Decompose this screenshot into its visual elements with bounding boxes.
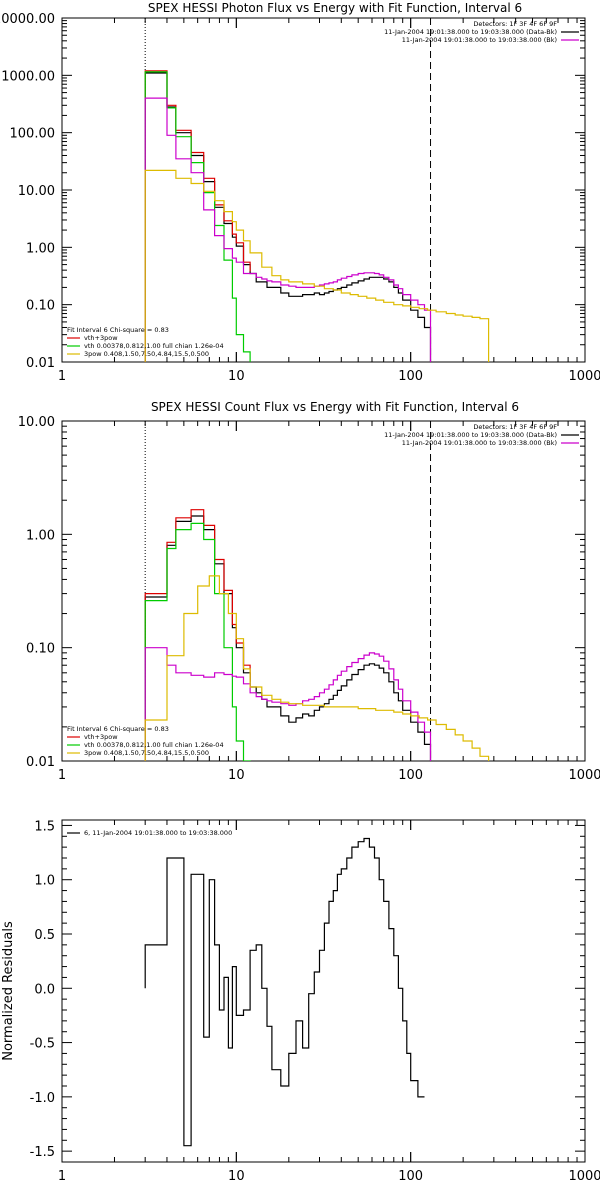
y-tick-label: -1.5 — [30, 1145, 55, 1160]
photon-flux-panel: SPEX HESSI Photon Flux vs Energy with Fi… — [0, 1, 600, 384]
y-tick-label: 10.00 — [18, 415, 55, 430]
y-tick-label: 1000.00 — [1, 69, 55, 84]
y-tick-label: 0.10 — [26, 642, 55, 657]
x-tick-label: 10 — [228, 369, 245, 384]
y-tick-label: 10.00 — [18, 184, 55, 199]
count-flux-panel: SPEX HESSI Count Flux vs Energy with Fit… — [18, 400, 600, 783]
legend-text: 3pow 0.408,1.50,7.50,4.84,15.5,0.500 — [84, 749, 209, 757]
x-tick-label: 1000 — [568, 1169, 600, 1184]
x-tick-label: 100 — [398, 369, 423, 384]
legend-text: Fit Interval 6 Chi-square = 0.83 — [67, 326, 169, 334]
series-line — [144, 647, 432, 761]
legend-text: vth 0.00378,0.812,1.00 full chian 1.26e-… — [84, 342, 224, 350]
legend-text: vth+3pow — [84, 334, 118, 342]
legend-text: vth 0.00378,0.812,1.00 full chian 1.26e-… — [84, 741, 224, 749]
x-tick-label: 1 — [58, 369, 66, 384]
header-text: Detectors: 1F 3F 4F 6F 9F — [473, 423, 557, 431]
header-text: 11-Jan-2004 19:01:38.000 to 19:03:38.000… — [402, 439, 557, 447]
x-tick-label: 10 — [228, 1169, 245, 1184]
series-line — [144, 71, 251, 362]
series-line — [144, 72, 432, 362]
y-tick-label: 1.0 — [34, 874, 55, 889]
series-line — [144, 837, 425, 1147]
x-tick-label: 100 — [398, 768, 423, 783]
y-tick-label: 0.10 — [26, 299, 55, 314]
y-tick-label: -0.5 — [30, 1037, 55, 1052]
plot-frame — [61, 17, 586, 363]
panel-title: SPEX HESSI Photon Flux vs Energy with Fi… — [148, 1, 522, 15]
x-tick-label: 1 — [58, 768, 66, 783]
header-text: 11-Jan-2004 19:01:38.000 to 19:03:38.000… — [384, 431, 557, 439]
series-line — [144, 70, 251, 362]
y-tick-label: 0.01 — [26, 356, 55, 371]
x-tick-label: 1 — [58, 1169, 66, 1184]
y-axis-label: Normalized Residuals — [1, 921, 16, 1061]
y-tick-label: 0.5 — [34, 928, 55, 943]
legend-text: 3pow 0.408,1.50,7.50,4.84,15.5,0.500 — [84, 350, 209, 358]
y-tick-label: 1.00 — [26, 241, 55, 256]
residuals-panel: 1 10 100 1000 -1.5 -1.0 -0.5 0.0 0.5 1.0 1.5 Normal… — [1, 819, 600, 1184]
legend-text: vth+3pow — [84, 733, 118, 741]
y-tick-label: -1.0 — [30, 1091, 55, 1106]
header-text: Detectors: 1F 3F 4F 6F 9F — [473, 20, 557, 28]
x-tick-label: 1000 — [568, 369, 600, 384]
y-tick-label: 100.00 — [10, 127, 56, 142]
x-tick-label: 10 — [228, 768, 245, 783]
y-tick-label: 1.5 — [34, 819, 55, 834]
panel-title: SPEX HESSI Count Flux vs Energy with Fit… — [151, 400, 519, 414]
series-line — [144, 515, 432, 761]
x-tick-label: 100 — [398, 1169, 423, 1184]
series-line — [144, 97, 432, 362]
series-line — [144, 169, 490, 362]
header-text: 11-Jan-2004 19:01:38.000 to 19:03:38.000… — [384, 28, 557, 36]
legend-text: 6, 11-Jan-2004 19:01:38.000 to 19:03:38.… — [84, 829, 232, 837]
series-line — [144, 575, 490, 761]
plot-frame — [61, 819, 586, 1163]
legend-text: Fit Interval 6 Chi-square = 0.83 — [67, 725, 169, 733]
series-line — [144, 522, 251, 761]
y-tick-label: 1.00 — [26, 528, 55, 543]
y-tick-label: 0.01 — [26, 755, 55, 770]
header-text: 11-Jan-2004 19:01:38.000 to 19:03:38.000… — [402, 36, 557, 44]
plot-frame — [61, 420, 586, 762]
y-tick-label: 0.0 — [34, 982, 55, 997]
x-tick-label: 1000 — [568, 768, 600, 783]
